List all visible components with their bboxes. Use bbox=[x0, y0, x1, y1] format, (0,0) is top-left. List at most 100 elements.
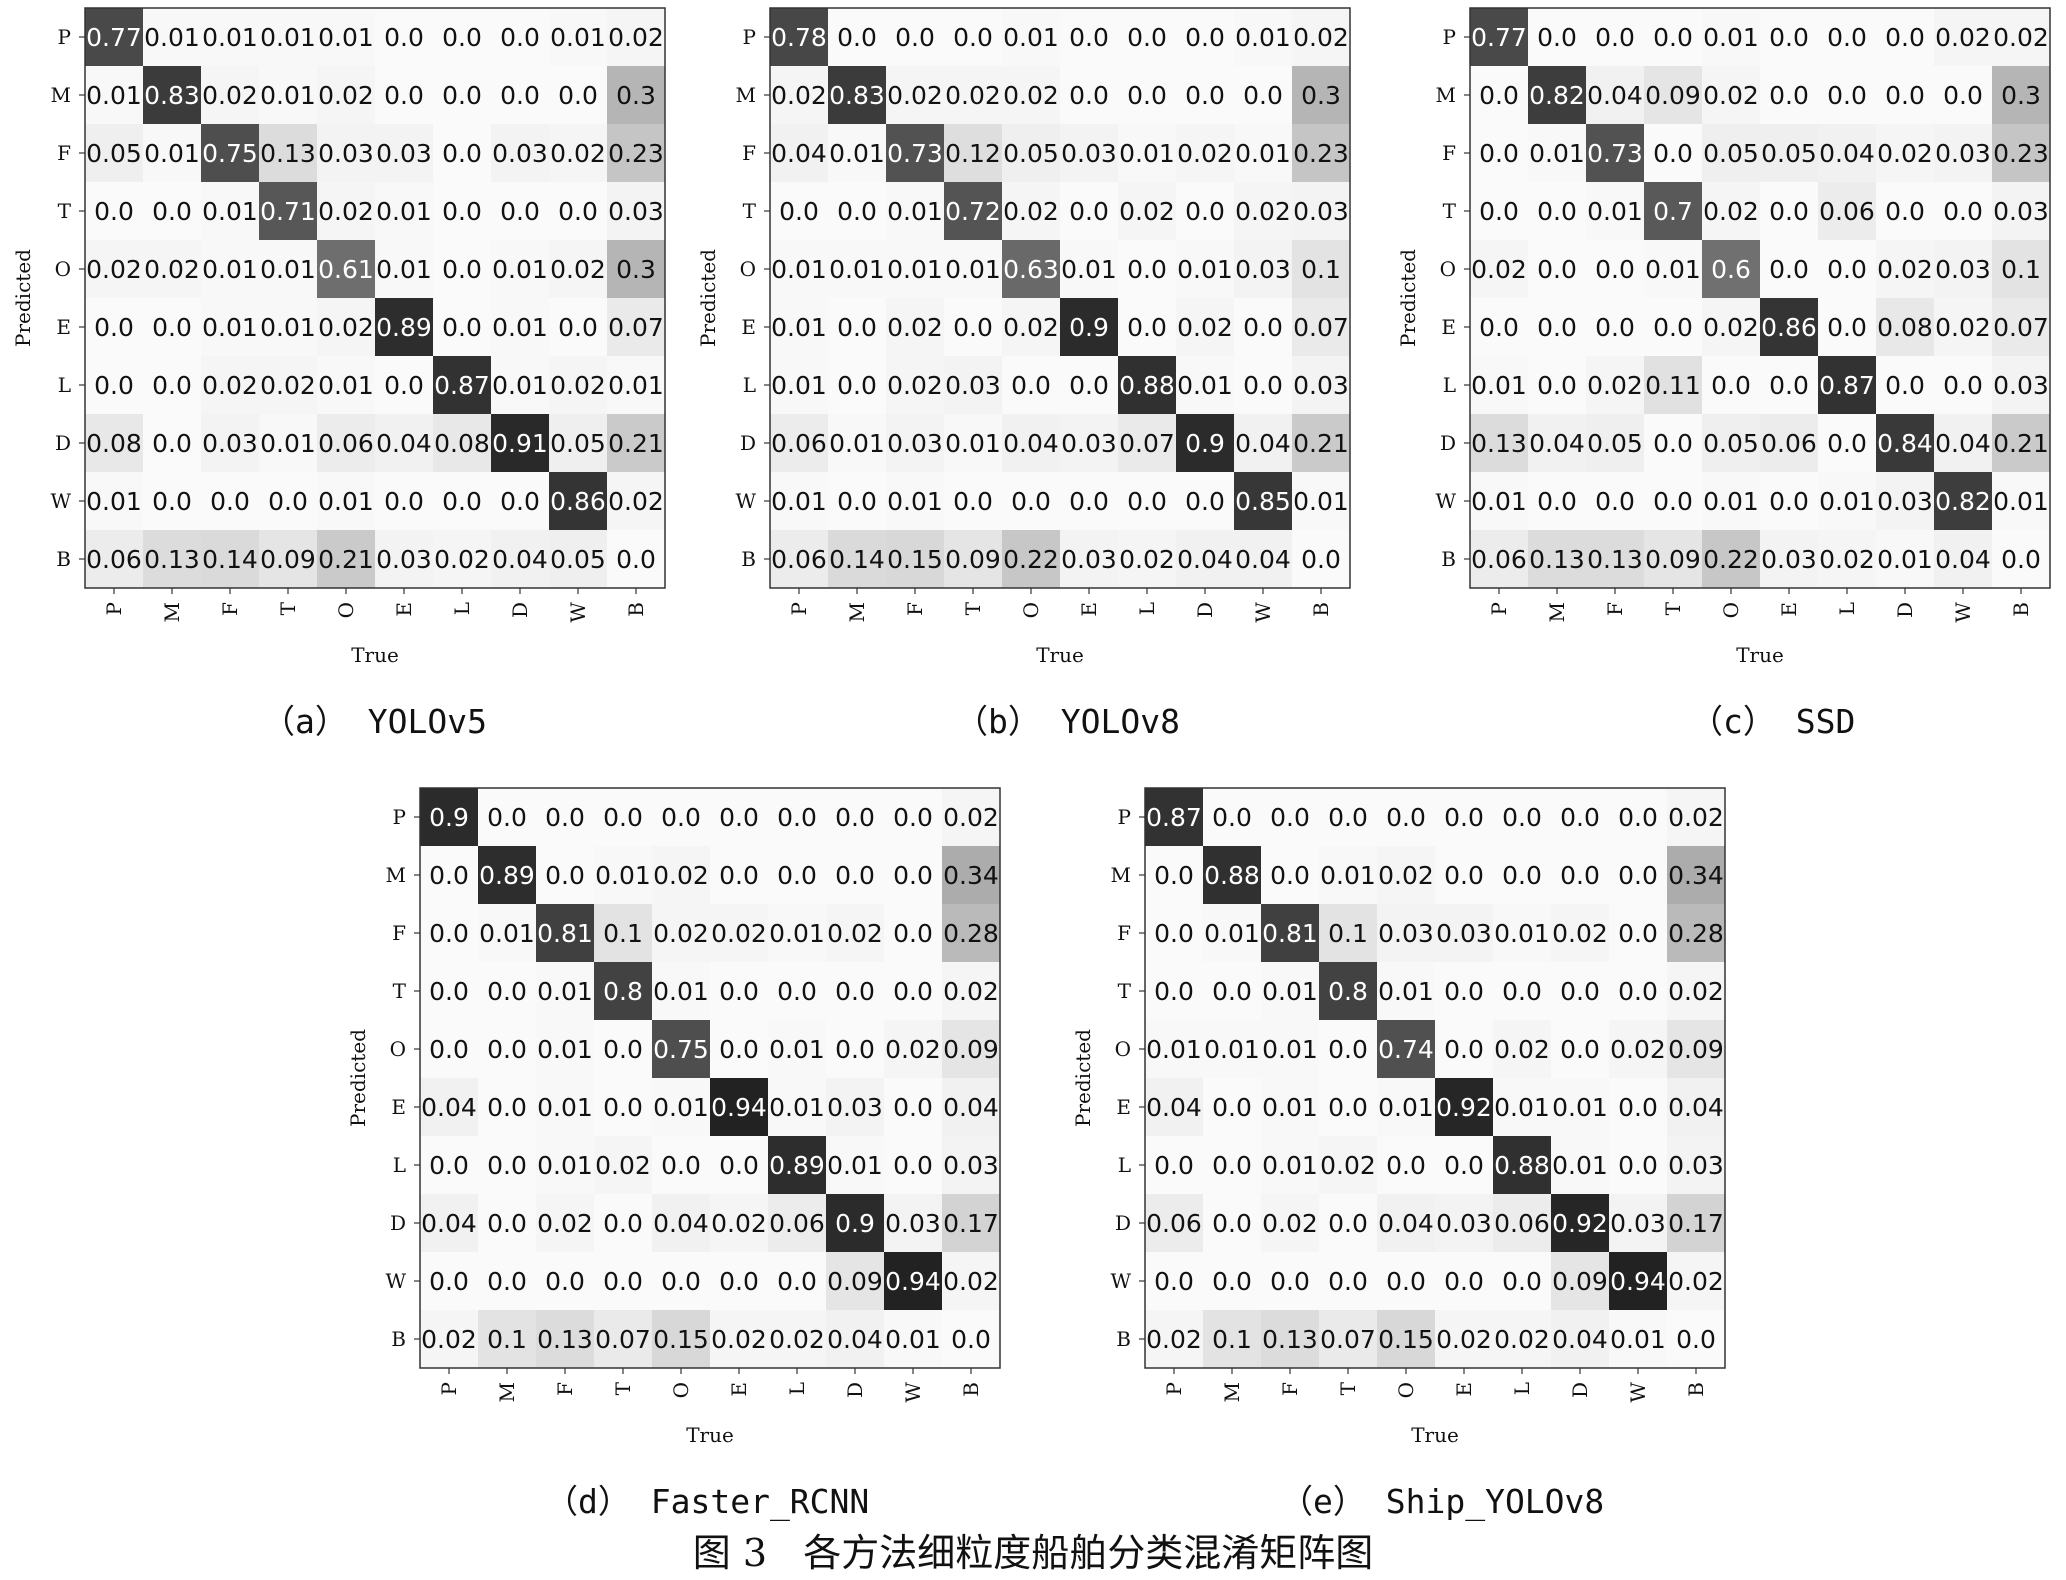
cell-value-label: 0.02 bbox=[1262, 1209, 1318, 1238]
heatmap-cell bbox=[942, 1310, 1000, 1368]
heatmap-cell bbox=[886, 530, 944, 588]
cell-value-label: 0.0 bbox=[442, 255, 482, 284]
cell-value-label: 0.06 bbox=[769, 1209, 825, 1238]
heatmap-cell bbox=[1702, 182, 1760, 240]
cell-value-label: 0.07 bbox=[1320, 1325, 1376, 1354]
cell-value-label: 0.02 bbox=[1293, 23, 1349, 52]
x-axis-label: True bbox=[686, 1423, 734, 1447]
cell-value-label: 0.13 bbox=[1529, 545, 1585, 574]
cell-value-label: 0.06 bbox=[1471, 545, 1527, 574]
cell-value-label: 0.0 bbox=[1243, 371, 1283, 400]
cell-value-label: 0.0 bbox=[1769, 255, 1809, 284]
heatmap-cell bbox=[652, 904, 710, 962]
heatmap-cell bbox=[1644, 414, 1702, 472]
heatmap-cell bbox=[85, 530, 143, 588]
y-tick-label: B bbox=[56, 547, 71, 571]
cell-value-label: 0.02 bbox=[318, 197, 374, 226]
heatmap-cell bbox=[1377, 904, 1435, 962]
cell-value-label: 0.01 bbox=[769, 1093, 825, 1122]
cell-value-label: 0.0 bbox=[661, 1267, 701, 1296]
cell-value-label: 0.01 bbox=[771, 487, 827, 516]
caption-ship-yolov8: （e） Ship_YOLOv8 bbox=[1280, 1482, 1605, 1521]
heatmap-cell bbox=[1667, 1136, 1725, 1194]
heatmap-cell bbox=[884, 1020, 942, 1078]
cell-value-label: 0.1 bbox=[487, 1325, 527, 1354]
y-tick-label: T bbox=[743, 199, 757, 223]
heatmap-cell bbox=[652, 788, 710, 846]
heatmap-cell bbox=[1261, 1194, 1319, 1252]
cell-value-label: 0.0 bbox=[895, 23, 935, 52]
heatmap-cell bbox=[942, 1078, 1000, 1136]
heatmap-cell bbox=[1702, 124, 1760, 182]
heatmap-cell bbox=[1493, 1078, 1551, 1136]
cell-value-label: 0.01 bbox=[945, 255, 1001, 284]
cell-value-label: 0.02 bbox=[943, 1267, 999, 1296]
heatmap-cell bbox=[1609, 1020, 1667, 1078]
plot-frame bbox=[1469, 7, 2051, 589]
heatmap-cell bbox=[1261, 1020, 1319, 1078]
confusion-matrix-ship-yolov8: 0.87 0.0 0.0 0.0 0.0 0.0 0.0 0.0 0.0 0.02 0.0 0.88 0… bbox=[1060, 780, 1740, 1454]
heatmap-cell bbox=[317, 66, 375, 124]
heatmap-cell bbox=[1261, 962, 1319, 1020]
heatmap-cell bbox=[770, 124, 828, 182]
heatmap-cell bbox=[1435, 1136, 1493, 1194]
heatmap-cell bbox=[1644, 8, 1702, 66]
heatmap-cell bbox=[942, 962, 1000, 1020]
heatmap-cell bbox=[884, 846, 942, 904]
cell-value-label: 0.04 bbox=[1935, 545, 1991, 574]
heatmap-cell bbox=[884, 1310, 942, 1368]
cell-value-label: 0.13 bbox=[1587, 545, 1643, 574]
heatmap-cell bbox=[1702, 530, 1760, 588]
cell-value-label: 0.0 bbox=[487, 1267, 527, 1296]
cell-value-label: 0.0 bbox=[545, 1267, 585, 1296]
heatmap-cell bbox=[1644, 240, 1702, 298]
heatmap-cell bbox=[886, 298, 944, 356]
cell-value-label: 0.0 bbox=[545, 861, 585, 890]
cell-value-label: 0.02 bbox=[595, 1151, 651, 1180]
cell-value-label: 0.03 bbox=[376, 139, 432, 168]
y-tick-label: O bbox=[390, 1037, 406, 1061]
heatmap-cell bbox=[826, 846, 884, 904]
heatmap-cell bbox=[1435, 1078, 1493, 1136]
heatmap-cell bbox=[826, 1136, 884, 1194]
cell-value-label: 0.14 bbox=[202, 545, 258, 574]
confusion-matrix-yolov5: 0.77 0.01 0.01 0.01 0.01 0.0 0.0 0.0 0.01 0.02 0.0… bbox=[0, 0, 680, 674]
y-tick-label: W bbox=[50, 489, 71, 513]
y-tick-label: T bbox=[1443, 199, 1457, 223]
cell-value-label: 0.1 bbox=[1301, 255, 1341, 284]
cell-value-label: 0.28 bbox=[943, 919, 999, 948]
cell-value-label: 0.0 bbox=[1444, 861, 1484, 890]
cell-value-label: 0.03 bbox=[1761, 545, 1817, 574]
heatmap-cell bbox=[1818, 66, 1876, 124]
cell-value-label: 0.01 bbox=[769, 1035, 825, 1064]
heatmap-cell bbox=[770, 240, 828, 298]
y-axis-label: Predicted bbox=[696, 249, 720, 347]
cell-value-label: 0.0 bbox=[152, 371, 192, 400]
heatmap-cell bbox=[942, 1020, 1000, 1078]
heatmap-cell bbox=[549, 182, 607, 240]
heatmap-cell bbox=[607, 414, 665, 472]
cell-value-label: 0.03 bbox=[887, 429, 943, 458]
heatmap-cell bbox=[1586, 414, 1644, 472]
heatmap-cell bbox=[884, 1136, 942, 1194]
heatmap-cell bbox=[1934, 66, 1992, 124]
cell-value-label: 0.01 bbox=[1993, 487, 2049, 516]
cell-value-label: 0.23 bbox=[1293, 139, 1349, 168]
cell-value-label: 0.02 bbox=[318, 81, 374, 110]
heatmap-cell bbox=[607, 8, 665, 66]
heatmap-cell bbox=[1992, 124, 2050, 182]
x-tick-label: E bbox=[1452, 1382, 1476, 1397]
cell-value-label: 0.01 bbox=[1587, 197, 1643, 226]
cell-value-label: 0.02 bbox=[144, 255, 200, 284]
heatmap-cell bbox=[143, 182, 201, 240]
cell-value-label: 0.04 bbox=[1935, 429, 1991, 458]
heatmap-cell bbox=[944, 8, 1002, 66]
heatmap-cell bbox=[828, 124, 886, 182]
heatmap-cell bbox=[1702, 8, 1760, 66]
plot-frame bbox=[84, 7, 666, 589]
heatmap-cell bbox=[317, 182, 375, 240]
heatmap-cell bbox=[1234, 124, 1292, 182]
heatmap-cell bbox=[536, 1078, 594, 1136]
x-tick-label: O bbox=[1019, 602, 1043, 618]
cell-value-label: 0.74 bbox=[1378, 1035, 1434, 1064]
